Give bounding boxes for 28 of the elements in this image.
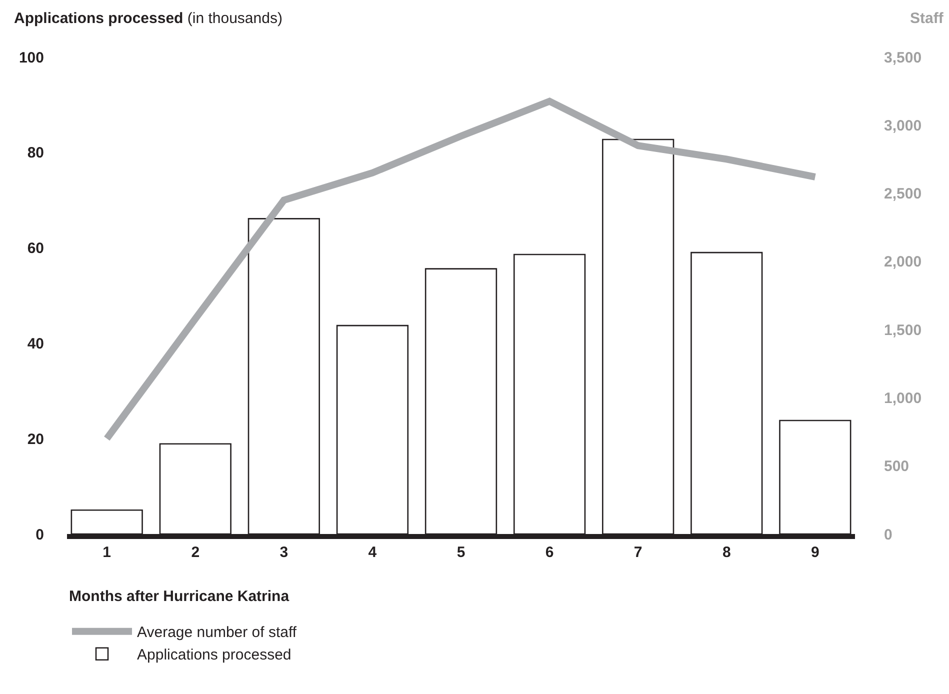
x-tick-label: 9: [810, 544, 820, 561]
y2-tick-label: 3,500: [884, 49, 922, 66]
y2-tick-label: 3,000: [884, 117, 922, 134]
y-tick-label: 80: [27, 144, 44, 162]
x-axis-title: Months after Hurricane Katrina: [69, 588, 290, 605]
y2-tick-label: 0: [884, 526, 892, 544]
x-tick-label: 3: [280, 544, 288, 561]
legend-label: Average number of staff: [137, 624, 298, 642]
y-tick-label: 40: [27, 335, 44, 352]
y2-axis-title: Staff: [910, 10, 944, 27]
x-tick-label: 7: [634, 544, 642, 561]
legend-label: Applications processed: [137, 646, 292, 664]
y-tick-label: 0: [36, 526, 44, 544]
x-tick-label: 2: [191, 544, 200, 561]
x-tick-label: 8: [722, 544, 731, 561]
y2-tick-label: 500: [884, 458, 910, 476]
x-tick-label: 4: [368, 544, 378, 561]
y2-tick-label: 1,500: [884, 322, 922, 339]
x-tick-label: 1: [102, 544, 112, 561]
y-tick-label: 60: [27, 240, 44, 258]
y2-tick-label: 2,000: [884, 254, 922, 271]
x-tick-label: 6: [545, 544, 554, 561]
y-tick-label: 100: [18, 49, 44, 66]
y2-tick-label: 2,500: [884, 186, 922, 203]
x-tick-label: 5: [456, 544, 466, 561]
y-axis-title: Applications processed (in thousands): [14, 10, 282, 27]
y-tick-label: 20: [27, 430, 44, 448]
y2-tick-label: 1,000: [884, 390, 922, 407]
